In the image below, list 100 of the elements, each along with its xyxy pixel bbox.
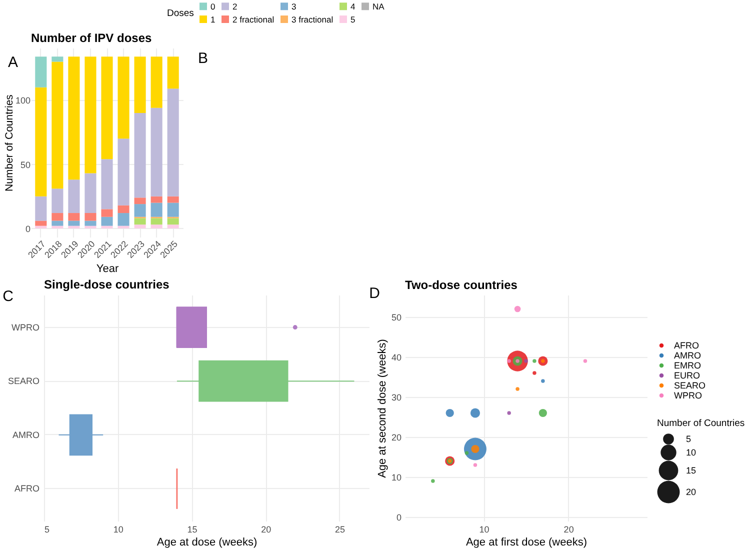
y-tick-label: 50: [20, 160, 30, 170]
legend-label: EURO: [674, 370, 700, 380]
bar: [35, 226, 47, 228]
legend-label: 1: [210, 14, 216, 24]
bar: [68, 56, 80, 180]
legend-label: 2: [232, 1, 238, 12]
bar: [35, 196, 47, 221]
x-axis-title: Age at dose (weeks): [156, 536, 258, 548]
legend-label: SEARO: [674, 380, 706, 390]
bar: [134, 218, 146, 225]
bar: [134, 198, 146, 204]
y-tick-label: 10: [391, 472, 402, 482]
y-tick-label: 0: [25, 224, 30, 234]
bar: [84, 213, 96, 221]
text: A: [8, 54, 18, 71]
bar: [52, 220, 64, 226]
legend-label: NA: [372, 1, 385, 12]
bar: [68, 226, 80, 228]
bar: [134, 56, 146, 114]
legend-label: 5: [350, 14, 356, 24]
y-tick-label: 100: [15, 96, 30, 106]
annotation: D: [369, 285, 380, 302]
bar: [167, 196, 179, 203]
legend-label: 5: [686, 434, 692, 444]
legend-title: Doses: [167, 8, 194, 19]
bar: [167, 218, 179, 225]
bar: [167, 224, 179, 228]
bar: [52, 56, 64, 62]
bar: [101, 216, 113, 226]
legend-label: 0: [210, 1, 216, 12]
bar: [101, 159, 113, 210]
legend-label: AMRO: [674, 350, 701, 360]
y-tick-label: SEARO: [8, 376, 40, 386]
x-tick-label: 10: [113, 524, 124, 534]
bar: [52, 62, 64, 189]
bar: [68, 180, 80, 214]
bar: [84, 220, 96, 226]
legend-label: 15: [686, 466, 696, 476]
bar: [35, 220, 47, 226]
bar: [167, 202, 179, 217]
bar: [84, 226, 96, 228]
bar: [35, 56, 47, 88]
bar: [101, 209, 113, 217]
x-tick-label: 25: [334, 524, 345, 534]
y-tick-label: AFRO: [14, 484, 40, 494]
legend-label: 2 fractional: [232, 14, 274, 24]
legend-label: 10: [686, 448, 696, 458]
y-tick-label: 50: [391, 312, 402, 322]
bar: [101, 226, 113, 228]
bar: [101, 56, 113, 160]
legend-title: Number of Countries: [657, 418, 745, 429]
bar: [35, 87, 47, 196]
y-tick-label: 0: [396, 512, 402, 522]
y-axis-title: Number of Countries: [3, 94, 16, 192]
bar: [118, 205, 130, 214]
x-tick-label: 15: [187, 524, 198, 534]
legend-label: EMRO: [674, 360, 701, 370]
bar: [167, 56, 179, 89]
bar: [68, 220, 80, 226]
legend-label: AFRO: [674, 340, 700, 350]
y-tick-label: AMRO: [12, 430, 40, 440]
legend-label: 3: [292, 1, 296, 12]
bar: [52, 188, 64, 214]
bar: [150, 196, 162, 203]
legend-label: WPRO: [674, 390, 702, 400]
y-tick-label: 20: [391, 432, 402, 442]
bar: [150, 108, 162, 196]
y-tick-label: 30: [391, 392, 402, 402]
x-axis-title: Year: [96, 263, 119, 276]
bar: [118, 226, 130, 228]
bar: [150, 202, 162, 217]
bar: [150, 56, 162, 108]
bar: [150, 218, 162, 225]
chart-title: Two-dose countries: [405, 278, 518, 292]
bar: [118, 213, 130, 226]
legend-label: 3 fractional: [292, 14, 334, 24]
y-tick-label: 40: [391, 352, 402, 362]
x-axis-title: Age at first dose (weeks): [466, 536, 588, 548]
bar: [150, 224, 162, 228]
bar: [84, 56, 96, 174]
text: B: [198, 50, 208, 67]
bar: [84, 173, 96, 214]
bar: [52, 213, 64, 221]
bar: [118, 138, 130, 206]
chart-title: Single-dose countries: [44, 278, 170, 292]
bar: [52, 226, 64, 228]
bar: [167, 88, 179, 196]
legend-label: 20: [686, 487, 696, 497]
x-tick-label: 5: [44, 524, 50, 534]
bar: [134, 204, 146, 217]
bar: [134, 224, 146, 228]
bar: [118, 56, 130, 139]
chart-title: Number of IPV doses: [31, 31, 152, 45]
text: C: [2, 288, 14, 305]
x-tick-label: 10: [479, 524, 490, 534]
x-tick-label: 20: [261, 524, 272, 534]
legend-label: 4: [350, 1, 356, 12]
bar: [68, 213, 80, 221]
bar: [134, 113, 146, 198]
x-tick-label: 20: [564, 524, 574, 534]
